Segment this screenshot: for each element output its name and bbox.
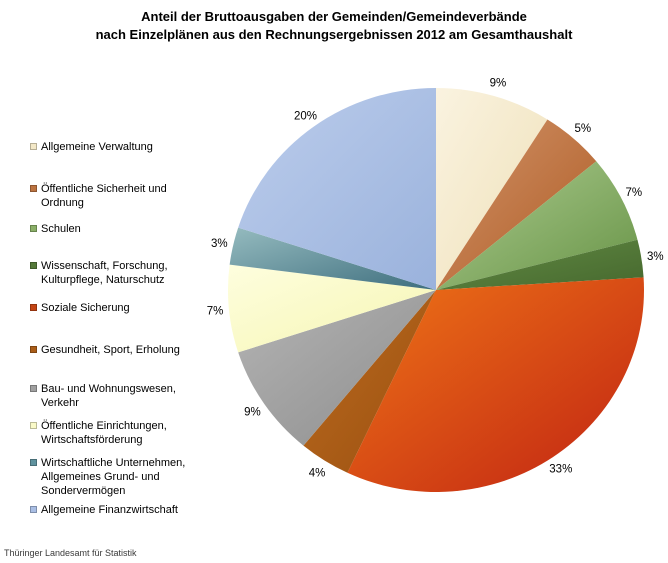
legend-swatch-icon [30,185,37,192]
legend-item-label: Soziale Sicherung [41,302,130,314]
pie-slice-9 [238,88,436,290]
pie-slice-6 [238,290,436,446]
legend-item-5: Gesundheit, Sport, Erholung [30,343,208,357]
pie-slice-percent-label-5: 4% [309,467,326,479]
legend-swatch-icon [30,506,37,513]
legend-item-label: Öffentliche Sicherheit und Ordnung [41,183,167,209]
pie-slice-5 [303,290,436,473]
legend-item-3: Wissenschaft, Forschung, Kulturpflege, N… [30,259,208,287]
legend-swatch-icon [30,304,37,311]
pie-slice-percent-label-3: 3% [647,251,664,263]
legend-item-label: Bau- und Wohnungswesen, Verkehr [41,383,176,409]
legend-swatch-icon [30,143,37,150]
legend-item-6: Bau- und Wohnungswesen, Verkehr [30,382,208,410]
pie-slice-percent-label-4: 33% [549,464,572,476]
legend-item-7: Öffentliche Einrichtungen, Wirtschaftsfö… [30,419,208,447]
chart-title: Anteil der Bruttoausgaben der Gemeinden/… [0,8,668,44]
legend-item-0: Allgemeine Verwaltung [30,140,208,154]
pie-slice-percent-label-6: 9% [244,406,261,418]
chart-title-line1: Anteil der Bruttoausgaben der Gemeinden/… [141,9,527,24]
pie-slice-percent-label-2: 7% [625,187,642,199]
pie-slice-4 [347,277,645,493]
legend-swatch-icon [30,459,37,466]
legend-item-label: Schulen [41,223,81,235]
pie-slice-0 [436,88,548,290]
pie-slice-percent-label-8: 3% [211,238,228,250]
legend-item-2: Schulen [30,222,208,236]
legend-item-8: Wirtschaftliche Unternehmen, Allgemeines… [30,456,208,498]
legend-swatch-icon [30,422,37,429]
legend-item-1: Öffentliche Sicherheit und Ordnung [30,182,208,210]
pie-slice-1 [436,119,597,290]
pie-slice-percent-label-7: 7% [207,305,224,317]
legend-item-label: Gesundheit, Sport, Erholung [41,344,180,356]
pie-slice-2 [436,161,638,290]
pie-slice-percent-label-9: 20% [294,110,317,122]
legend-swatch-icon [30,385,37,392]
legend-swatch-icon [30,225,37,232]
legend-item-label: Wissenschaft, Forschung, Kulturpflege, N… [41,260,168,286]
pie-slice-percent-label-0: 9% [490,78,507,90]
pie-slice-percent-label-1: 5% [574,123,591,135]
legend-swatch-icon [30,262,37,269]
legend-item-label: Wirtschaftliche Unternehmen, Allgemeines… [41,457,186,497]
pie-slice-3 [436,239,644,290]
pie-slice-8 [229,227,436,290]
legend-swatch-icon [30,346,37,353]
legend-item-label: Allgemeine Finanzwirtschaft [41,504,178,516]
chart-title-line2: nach Einzelplänen aus den Rechnungsergeb… [95,27,573,42]
legend-item-label: Öffentliche Einrichtungen, Wirtschaftsfö… [41,420,167,446]
legend-item-4: Soziale Sicherung [30,301,208,315]
pie-slice-7 [227,264,436,353]
legend-item-9: Allgemeine Finanzwirtschaft [30,503,208,517]
source-note: Thüringer Landesamt für Statistik [4,548,137,558]
legend-item-label: Allgemeine Verwaltung [41,141,153,153]
